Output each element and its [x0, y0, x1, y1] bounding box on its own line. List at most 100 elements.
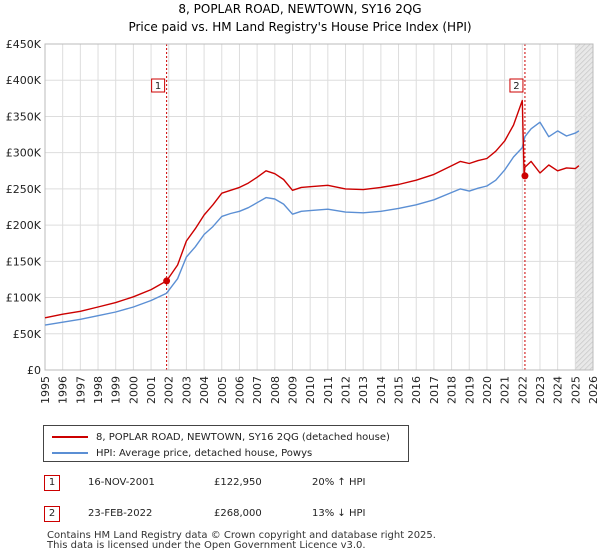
- hatch-line: [575, 161, 594, 180]
- chart-subtitle: Price paid vs. HM Land Registry's House …: [128, 20, 471, 34]
- x-tick-label: 2025: [569, 376, 582, 404]
- x-tick-label: 1999: [110, 376, 123, 404]
- hatch-line: [575, 336, 594, 355]
- hatch-line: [575, 166, 594, 185]
- hatch-line: [575, 66, 594, 85]
- hatch-line: [575, 56, 594, 75]
- x-tick-label: 2018: [446, 376, 459, 404]
- y-tick-label: £100K: [6, 292, 42, 305]
- hatch-line: [575, 136, 594, 155]
- footer-line: Contains HM Land Registry data © Crown c…: [47, 530, 436, 541]
- x-tick-label: 2008: [269, 376, 282, 404]
- hatch-line: [575, 51, 594, 70]
- hatch-line: [575, 231, 594, 250]
- x-tick-label: 1995: [39, 376, 52, 404]
- hatch-line: [575, 221, 594, 240]
- hatch-line: [575, 256, 594, 275]
- y-tick-label: £0: [27, 364, 41, 377]
- legend-item-hpi: HPI: Average price, detached house, Powy…: [52, 445, 312, 461]
- x-tick-label: 2016: [410, 376, 423, 404]
- legend-swatch-blue: [52, 452, 88, 454]
- hatch-line: [575, 146, 594, 165]
- transaction-hpi-diff: 20% ↑ HPI: [312, 477, 366, 488]
- x-tick-label: 2022: [516, 376, 529, 404]
- hatch-line: [575, 301, 594, 320]
- hatch-line: [575, 176, 594, 195]
- hatch-line: [575, 96, 594, 115]
- x-tick-label: 2007: [251, 376, 264, 404]
- legend-label: HPI: Average price, detached house, Powy…: [96, 447, 313, 459]
- hatch-line: [575, 171, 594, 190]
- x-tick-label: 2020: [481, 376, 494, 404]
- hatch-line: [575, 211, 594, 230]
- x-tick-label: 2014: [375, 376, 388, 404]
- hatch-line: [575, 341, 594, 360]
- hatch-line: [575, 321, 594, 340]
- x-tick-label: 2015: [393, 376, 406, 404]
- hatch-line: [575, 61, 594, 80]
- hatch-line: [575, 306, 594, 325]
- x-tick-label: 2011: [322, 376, 335, 404]
- x-tick-label: 2023: [534, 376, 547, 404]
- chart-title: 8, POPLAR ROAD, NEWTOWN, SY16 2QG: [178, 2, 421, 16]
- sale-number-box: [509, 78, 524, 93]
- hatch-line: [575, 131, 594, 150]
- x-tick-label: 2006: [233, 376, 246, 404]
- transaction-price: £268,000: [214, 508, 262, 519]
- hatch-line: [575, 86, 594, 105]
- hatch-line: [575, 201, 594, 220]
- hatch-line: [575, 91, 594, 110]
- hatch-line: [575, 311, 594, 330]
- hatch-line: [575, 181, 594, 200]
- plot-frame: [44, 43, 594, 371]
- hatch-line: [575, 126, 594, 145]
- footer: Contains HM Land Registry data © Crown c…: [47, 531, 436, 551]
- hatch-line: [575, 291, 594, 310]
- y-tick-label: £450K: [6, 38, 42, 51]
- hatch-line: [575, 43, 581, 50]
- y-tick-label: £250K: [6, 183, 42, 196]
- x-tick-label: 2026: [587, 376, 600, 404]
- hatch-line: [575, 191, 594, 210]
- x-tick-label: 1996: [57, 376, 70, 404]
- sale-number-box: [151, 78, 166, 93]
- y-tick-label: £350K: [6, 110, 42, 123]
- price-chart: 8, POPLAR ROAD, NEWTOWN, SY16 2QG Price …: [6, 2, 600, 404]
- hatch-line: [575, 261, 594, 280]
- x-tick-label: 1998: [92, 376, 105, 404]
- x-tick-label: 2000: [127, 376, 140, 404]
- legend-swatch-red: [52, 436, 88, 438]
- x-tick-label: 2024: [552, 376, 565, 404]
- transaction-price: £122,950: [214, 477, 262, 488]
- footer-line: This data is licensed under the Open Gov…: [47, 540, 366, 551]
- hatch-line: [575, 121, 594, 140]
- hatch-line: [575, 226, 594, 245]
- x-tick-label: 2010: [304, 376, 317, 404]
- y-tick-label: £200K: [6, 219, 42, 232]
- hatch-line: [575, 196, 594, 215]
- sale-number-label: 2: [513, 81, 519, 92]
- hatch-line: [575, 346, 594, 365]
- hatch-line: [575, 46, 594, 65]
- hatch-line: [575, 296, 594, 315]
- transaction-badge: 2: [44, 506, 60, 522]
- x-tick-label: 2003: [180, 376, 193, 404]
- x-tick-label: 2019: [463, 376, 476, 404]
- hatch-line: [575, 43, 591, 60]
- hatch-line: [575, 266, 594, 285]
- hatch-line: [575, 316, 594, 335]
- hatch-line: [575, 286, 594, 305]
- hatch-line: [575, 76, 594, 95]
- hatch-line: [589, 366, 594, 371]
- hatch-line: [575, 81, 594, 100]
- y-tick-label: £300K: [6, 147, 42, 160]
- hatch-line: [575, 43, 586, 55]
- hatch-line: [575, 281, 594, 300]
- sale-point: [163, 277, 171, 285]
- transaction-date: 16-NOV-2001: [88, 477, 155, 488]
- legend-item-property: 8, POPLAR ROAD, NEWTOWN, SY16 2QG (detac…: [52, 429, 390, 445]
- sale-number-label: 1: [155, 81, 161, 92]
- x-tick-label: 2009: [286, 376, 299, 404]
- transaction-badge: 1: [44, 475, 60, 491]
- y-tick-label: £50K: [13, 328, 42, 341]
